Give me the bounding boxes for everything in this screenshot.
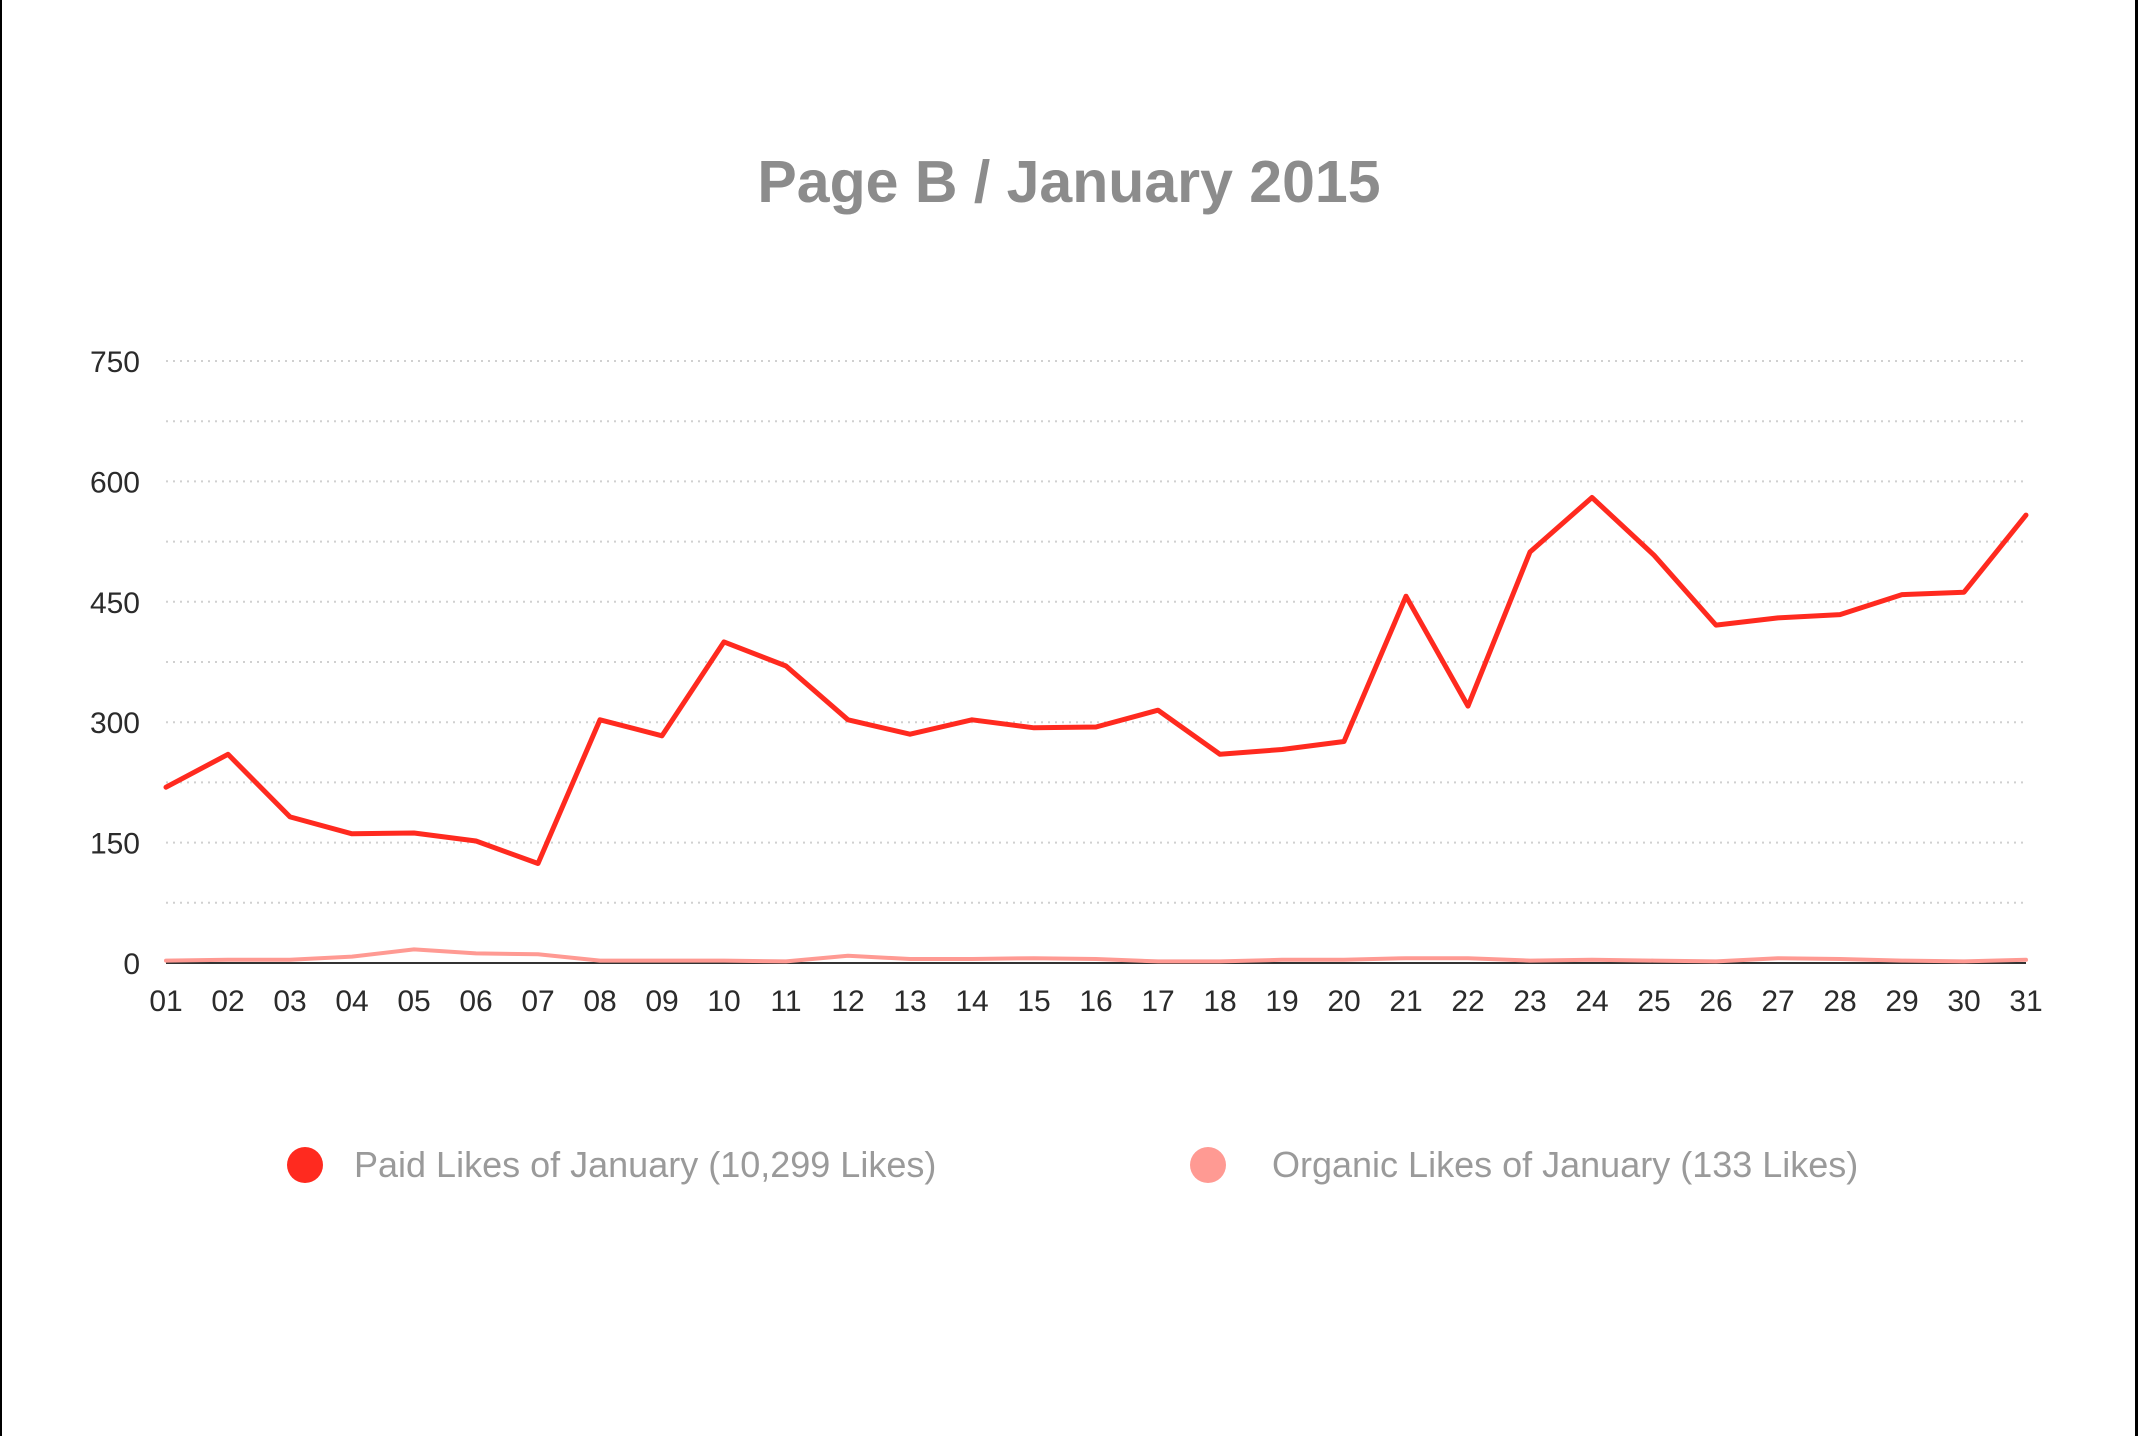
x-tick-label: 12 xyxy=(831,985,864,1018)
x-axis-tick-labels: 01 02 03 04 05 06 07 08 09 10 11 12 13 14 15 16 17 18 19 20… xyxy=(149,985,2042,1018)
x-tick-label: 29 xyxy=(1885,985,1918,1018)
legend-label: Organic Likes of January (133 Likes) xyxy=(1272,1144,1858,1185)
x-tick-label: 28 xyxy=(1823,985,1856,1018)
x-tick-label: 21 xyxy=(1389,985,1422,1018)
y-tick-label: 0 xyxy=(123,948,140,981)
legend-item: Organic Likes of January (133 Likes) xyxy=(1190,1144,1858,1185)
x-tick-label: 11 xyxy=(770,985,801,1018)
y-tick-label: 300 xyxy=(90,707,140,740)
x-tick-label: 06 xyxy=(459,985,492,1018)
grid-lines xyxy=(166,360,2026,904)
x-tick-label: 07 xyxy=(521,985,554,1018)
y-tick-label: 150 xyxy=(90,828,140,861)
y-tick-label: 450 xyxy=(90,587,140,620)
x-tick-label: 01 xyxy=(149,985,182,1018)
series-line xyxy=(164,947,2028,964)
x-tick-label: 14 xyxy=(955,985,988,1018)
x-tick-label: 13 xyxy=(893,985,926,1018)
x-tick-label: 04 xyxy=(335,985,368,1018)
x-tick-label: 03 xyxy=(273,985,306,1018)
legend-label: Paid Likes of January (10,299 Likes) xyxy=(354,1144,936,1185)
y-tick-label: 600 xyxy=(90,466,140,499)
legend-swatch xyxy=(1190,1147,1226,1183)
legend: Paid Likes of January (10,299 Likes) Orga… xyxy=(287,1144,1858,1185)
x-tick-label: 17 xyxy=(1141,985,1174,1018)
x-tick-label: 22 xyxy=(1451,985,1484,1018)
chart-title: Page B / January 2015 xyxy=(757,149,1380,215)
y-tick-label: 750 xyxy=(90,346,140,379)
x-tick-label: 09 xyxy=(645,985,678,1018)
legend-item: Paid Likes of January (10,299 Likes) xyxy=(287,1144,936,1185)
x-tick-label: 18 xyxy=(1203,985,1236,1018)
x-tick-label: 31 xyxy=(2009,985,2042,1018)
x-tick-label: 02 xyxy=(211,985,244,1018)
x-tick-label: 10 xyxy=(707,985,740,1018)
x-tick-label: 19 xyxy=(1265,985,1298,1018)
x-tick-label: 27 xyxy=(1761,985,1794,1018)
x-tick-label: 15 xyxy=(1017,985,1050,1018)
x-tick-label: 23 xyxy=(1513,985,1546,1018)
x-tick-label: 16 xyxy=(1079,985,1112,1018)
series-lines xyxy=(163,495,2029,964)
series-line xyxy=(163,495,2029,866)
y-axis-tick-labels: 0 150 300 450 600 750 xyxy=(90,346,140,981)
legend-swatch xyxy=(287,1147,323,1183)
x-tick-label: 30 xyxy=(1947,985,1980,1018)
x-tick-label: 20 xyxy=(1327,985,1360,1018)
x-tick-label: 25 xyxy=(1637,985,1670,1018)
x-tick-label: 24 xyxy=(1575,985,1608,1018)
x-tick-label: 26 xyxy=(1699,985,1732,1018)
x-tick-label: 08 xyxy=(583,985,616,1018)
x-tick-label: 05 xyxy=(397,985,430,1018)
